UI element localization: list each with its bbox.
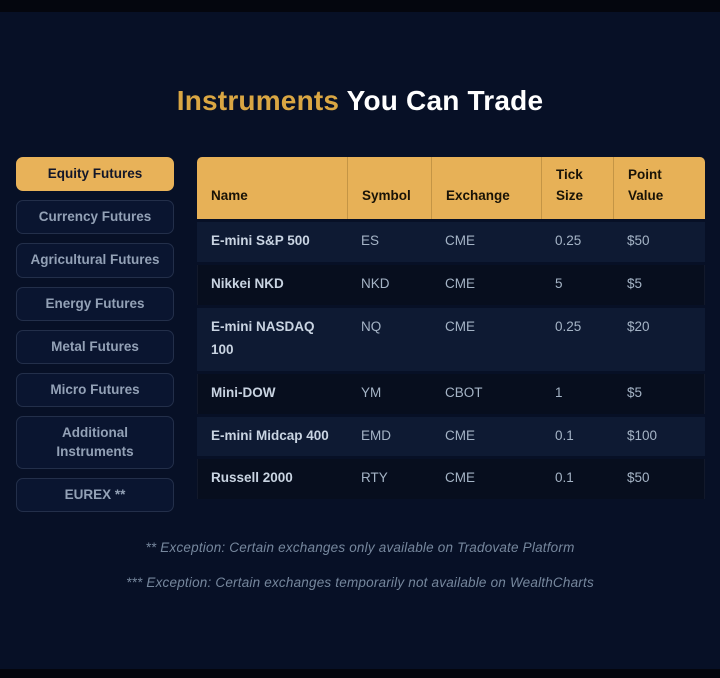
cell-symbol: NQ: [347, 304, 431, 371]
cell-point-value: $5: [613, 370, 705, 414]
sidebar-item-equity-futures[interactable]: Equity Futures: [16, 157, 174, 192]
bottom-edge-bar: [0, 669, 720, 678]
table-row: E-mini Midcap 400 EMD CME 0.1 $100: [197, 413, 705, 457]
cell-point-value: $5: [613, 261, 705, 305]
cell-exchange: CBOT: [431, 370, 541, 414]
cell-symbol: ES: [347, 218, 431, 262]
title-rest: You Can Trade: [346, 85, 544, 116]
cell-symbol: YM: [347, 370, 431, 414]
column-header-symbol: Symbol: [347, 157, 431, 219]
table-row: E-mini NASDAQ 100 NQ CME 0.25 $20: [197, 304, 705, 371]
footnotes: ** Exception: Certain exchanges only ava…: [0, 540, 720, 590]
footnote-tradovate: ** Exception: Certain exchanges only ava…: [145, 539, 575, 555]
top-edge-bar: [0, 0, 720, 12]
sidebar-item-additional-instruments[interactable]: Additional Instruments: [16, 416, 174, 469]
content-area: Equity Futures Currency Futures Agricult…: [0, 157, 720, 512]
footnote-wealthcharts: *** Exception: Certain exchanges tempora…: [126, 574, 594, 590]
column-header-name: Name: [197, 157, 347, 219]
column-header-exchange: Exchange: [431, 157, 541, 219]
table-row: Russell 2000 RTY CME 0.1 $50: [197, 456, 705, 500]
table-row: Mini-DOW YM CBOT 1 $5: [197, 370, 705, 414]
cell-tick-size: 0.25: [541, 304, 613, 371]
table-row: E-mini S&P 500 ES CME 0.25 $50: [197, 218, 705, 262]
table-header: Name Symbol Exchange Tick Size Point Val…: [197, 157, 705, 219]
page-title: Instruments You Can Trade: [0, 0, 720, 117]
cell-point-value: $100: [613, 413, 705, 457]
cell-tick-size: 0.25: [541, 218, 613, 262]
sidebar-item-agricultural-futures[interactable]: Agricultural Futures: [16, 243, 174, 278]
title-highlight: Instruments: [176, 85, 340, 116]
cell-exchange: CME: [431, 456, 541, 500]
cell-symbol: NKD: [347, 261, 431, 305]
sidebar-item-currency-futures[interactable]: Currency Futures: [16, 200, 174, 235]
sidebar: Equity Futures Currency Futures Agricult…: [16, 157, 174, 512]
cell-tick-size: 5: [541, 261, 613, 305]
sidebar-item-eurex[interactable]: EUREX **: [16, 477, 174, 512]
cell-name: E-mini S&P 500: [197, 218, 347, 262]
cell-name: E-mini NASDAQ 100: [197, 304, 347, 371]
sidebar-item-energy-futures[interactable]: Energy Futures: [16, 286, 174, 321]
cell-exchange: CME: [431, 413, 541, 457]
cell-tick-size: 0.1: [541, 413, 613, 457]
sidebar-item-metal-futures[interactable]: Metal Futures: [16, 329, 174, 365]
table-row: Nikkei NKD NKD CME 5 $5: [197, 261, 705, 305]
instruments-table: Name Symbol Exchange Tick Size Point Val…: [197, 157, 705, 500]
cell-point-value: $20: [613, 304, 705, 371]
cell-name: Nikkei NKD: [197, 261, 347, 305]
instruments-table-container: Name Symbol Exchange Tick Size Point Val…: [197, 157, 705, 500]
cell-name: E-mini Midcap 400: [197, 413, 347, 457]
cell-tick-size: 1: [541, 370, 613, 414]
cell-symbol: EMD: [347, 413, 431, 457]
sidebar-item-micro-futures[interactable]: Micro Futures: [16, 373, 174, 408]
cell-name: Russell 2000: [197, 456, 347, 500]
cell-symbol: RTY: [347, 456, 431, 500]
cell-tick-size: 0.1: [541, 456, 613, 500]
cell-point-value: $50: [613, 456, 705, 500]
column-header-point-value: Point Value: [613, 157, 705, 219]
cell-point-value: $50: [613, 218, 705, 262]
cell-exchange: CME: [431, 261, 541, 305]
cell-exchange: CME: [431, 304, 541, 371]
cell-exchange: CME: [431, 218, 541, 262]
column-header-tick-size: Tick Size: [541, 157, 613, 219]
cell-name: Mini-DOW: [197, 370, 347, 414]
